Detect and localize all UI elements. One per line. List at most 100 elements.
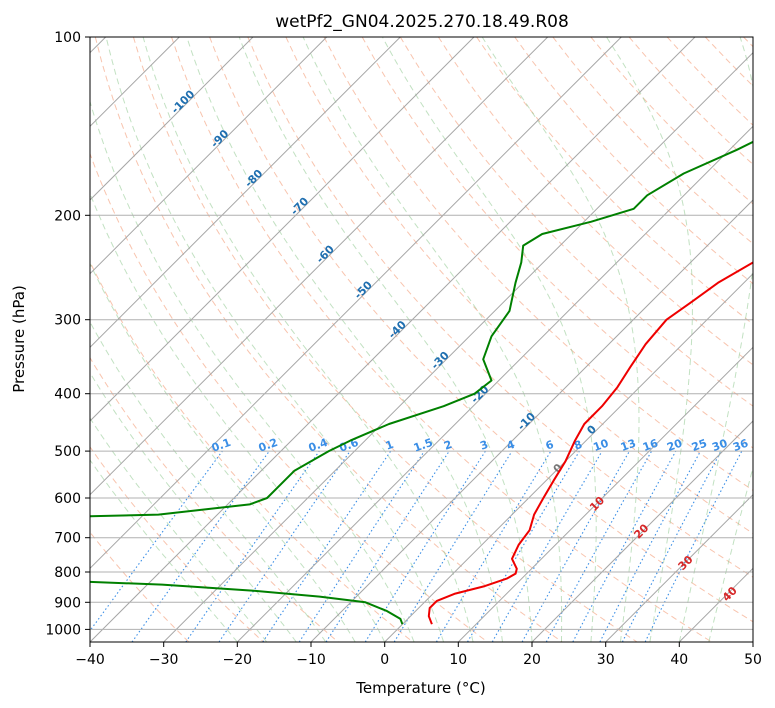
dry-adiabat xyxy=(476,37,753,325)
moist-adiabat xyxy=(481,37,640,642)
dry-adiabat xyxy=(323,37,753,491)
mixing-ratio-line xyxy=(545,450,653,642)
x-tick-label: −40 xyxy=(75,652,105,668)
plot-frame xyxy=(89,36,754,643)
chart-title: wetPf2_GN04.2025.270.18.49.R08 xyxy=(275,12,569,32)
x-axis-label: Temperature (°C) xyxy=(355,679,485,697)
isotherm xyxy=(90,37,328,275)
isotherm xyxy=(605,493,753,642)
dry-adiabat xyxy=(90,446,264,642)
mixing-ratio-label: 16 xyxy=(641,436,660,454)
mixing-ratio-line xyxy=(599,450,701,642)
mixing-ratio-line xyxy=(325,450,450,642)
mixing-ratio-label: 6 xyxy=(544,438,556,453)
dry-adiabats xyxy=(90,37,753,642)
moist-adiabat-label: 40 xyxy=(720,584,740,604)
mixing-ratio-line xyxy=(364,450,486,642)
mixing-ratio-label: 3 xyxy=(478,438,490,453)
mixing-ratio-line xyxy=(572,450,677,642)
isotherm xyxy=(678,567,753,642)
dry-adiabat xyxy=(209,37,753,623)
mixing-ratio-line xyxy=(298,450,425,642)
isotherm xyxy=(752,641,753,642)
moist-adiabat-label: 10 xyxy=(587,494,607,514)
mixing-ratio-line xyxy=(393,450,513,642)
mixing-ratio-label: 1 xyxy=(384,438,396,453)
moist-adiabat xyxy=(708,465,753,642)
mixing-ratio-label: 25 xyxy=(690,437,709,454)
x-tick-label: −30 xyxy=(149,652,179,668)
x-tick-label: 40 xyxy=(670,652,688,668)
isotherm-label: -30 xyxy=(429,349,452,372)
mixing-ratio-line xyxy=(218,450,351,642)
moist-adiabat xyxy=(90,417,268,642)
moist-adiabat xyxy=(90,371,297,642)
moist-adiabat xyxy=(90,99,415,642)
isotherm-label: -70 xyxy=(288,194,311,217)
mixing-ratio-label: 1.5 xyxy=(412,436,435,455)
y-tick-label: 700 xyxy=(54,531,81,547)
mixing-ratio-label: 2 xyxy=(442,438,454,453)
pressure-gridlines xyxy=(90,37,753,630)
y-tick-label: 1000 xyxy=(45,622,81,638)
isotherm-label: -100 xyxy=(169,87,198,116)
dry-adiabat xyxy=(90,531,190,642)
isotherm xyxy=(163,51,753,642)
x-tick-label: 20 xyxy=(523,652,541,668)
dry-adiabat xyxy=(171,37,712,642)
dry-adiabat xyxy=(90,356,339,642)
moist-adiabat-label: 30 xyxy=(676,553,696,573)
mixing-ratio-line xyxy=(90,450,223,632)
dry-adiabat xyxy=(247,37,753,578)
y-tick-label: 800 xyxy=(54,565,81,581)
moist-adiabats xyxy=(90,37,753,642)
mixing-ratio-label: 30 xyxy=(710,436,729,454)
mixing-ratio-label: 0.6 xyxy=(338,436,361,455)
dry-adiabat xyxy=(514,37,753,285)
mixing-ratio-line xyxy=(131,450,270,642)
dry-adiabat xyxy=(90,152,488,642)
moist-adiabat xyxy=(186,37,503,642)
x-tick-label: 10 xyxy=(449,652,467,668)
mixing-ratio-label: 10 xyxy=(591,436,610,454)
moist-adiabat-label: 20 xyxy=(631,521,651,541)
moist-adiabat xyxy=(678,37,753,642)
mixing-ratio-label: 0.4 xyxy=(307,436,330,455)
dry-adiabat xyxy=(666,37,753,126)
isotherm xyxy=(90,37,622,570)
y-tick-label: 400 xyxy=(54,387,81,403)
mixing-ratio-label: 0.2 xyxy=(257,436,280,455)
isotherm xyxy=(90,37,401,349)
mixing-ratio-line xyxy=(467,450,580,642)
mixing-ratio-line xyxy=(262,450,392,642)
moist-adiabat xyxy=(302,37,563,642)
dry-adiabat xyxy=(90,260,414,642)
isotherm-label: -40 xyxy=(386,318,409,341)
isotherm xyxy=(90,37,549,496)
mixing-ratio-line xyxy=(521,450,630,642)
dry-adiabat xyxy=(437,37,753,366)
dry-adiabat xyxy=(132,37,638,642)
x-tick-label: −10 xyxy=(296,652,326,668)
moist-adiabat xyxy=(90,321,327,642)
mixing-ratio-label: 20 xyxy=(665,436,684,454)
isotherm xyxy=(90,37,696,642)
moist-adiabat xyxy=(238,37,533,642)
mixing-ratio-line xyxy=(185,450,320,642)
x-tick-label: 50 xyxy=(744,652,762,668)
moist-adiabat xyxy=(606,37,693,642)
mixing-ratio-line xyxy=(644,450,743,642)
y-tick-label: 100 xyxy=(54,30,81,46)
isotherm-label: -90 xyxy=(208,127,231,150)
dewpoint-profile xyxy=(90,140,753,625)
moist-adiabat xyxy=(142,37,474,642)
mixing-ratio-label: 13 xyxy=(619,437,638,454)
skew-t-labels: -100-90-80-70-60-50-40-30-20-10 00.1 0.2 0.… xyxy=(169,87,751,604)
mixing-ratio-label: 36 xyxy=(731,436,750,454)
temperature-profile xyxy=(427,261,753,625)
x-tick-label: 0 xyxy=(380,652,389,668)
isotherm xyxy=(90,37,254,201)
moist-adiabat xyxy=(90,262,356,642)
moist-adiabat xyxy=(105,37,445,642)
mixing-ratio-lines xyxy=(90,450,743,642)
